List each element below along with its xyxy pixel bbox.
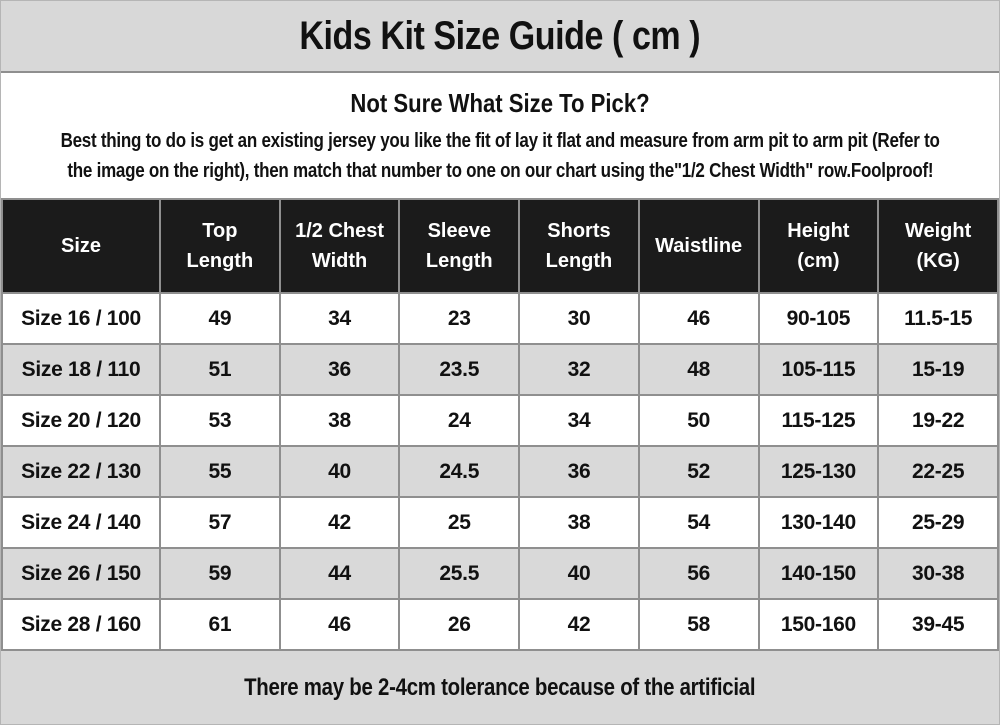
size-label-cell: Size 22 / 130 [1, 445, 161, 498]
measurement-cell: 40 [278, 445, 401, 498]
column-header: 1/2 Chest Width [278, 198, 401, 294]
header-row: Size Top Length 1/2 Chest Width Sleeve Leng… [1, 198, 999, 294]
measurement-cell: 53 [159, 394, 281, 447]
measurement-cell: 115-125 [757, 394, 880, 447]
size-label-cell: Size 24 / 140 [1, 496, 161, 549]
column-header: Waistline [637, 198, 760, 294]
measurement-cell: 140-150 [757, 547, 880, 600]
measurement-cell: 30-38 [877, 547, 999, 600]
measurement-cell: 61 [159, 598, 281, 651]
size-label-cell: Size 18 / 110 [1, 343, 161, 396]
table-row: Size 24 / 140 57 42 25 38 54 130-140 25-29 [1, 496, 999, 549]
measurement-cell: 34 [278, 292, 401, 345]
measurement-cell: 25-29 [877, 496, 999, 549]
measurement-cell: 36 [518, 445, 640, 498]
measurement-cell: 23.5 [398, 343, 521, 396]
table-row: Size 26 / 150 59 44 25.5 40 56 140-150 30-38 [1, 547, 999, 600]
measurement-cell: 50 [637, 394, 760, 447]
measurement-cell: 42 [518, 598, 640, 651]
measurement-cell: 39-45 [877, 598, 999, 651]
measurement-cell: 15-19 [877, 343, 999, 396]
table-row: Size 20 / 120 53 38 24 34 50 115-125 19-22 [1, 394, 999, 447]
intro-heading: Not Sure What Size To Pick? [350, 87, 650, 118]
measurement-cell: 26 [398, 598, 521, 651]
column-header: Sleeve Length [398, 198, 521, 294]
measurement-cell: 59 [159, 547, 281, 600]
footer-note-bar: There may be 2-4cm tolerance because of … [1, 651, 999, 724]
table-row: Size 28 / 160 61 46 26 42 58 150-160 39-45 [1, 598, 999, 651]
measurement-cell: 24.5 [398, 445, 521, 498]
column-header: Weight (KG) [877, 198, 999, 294]
measurement-cell: 130-140 [757, 496, 880, 549]
title-bar: Kids Kit Size Guide ( cm ) [1, 1, 999, 73]
column-header: Height (cm) [757, 198, 880, 294]
size-label-cell: Size 28 / 160 [1, 598, 161, 651]
measurement-cell: 42 [278, 496, 401, 549]
measurement-cell: 11.5-15 [877, 292, 999, 345]
intro-section: Not Sure What Size To Pick? Best thing t… [1, 73, 999, 198]
measurement-cell: 36 [278, 343, 401, 396]
measurement-cell: 48 [637, 343, 760, 396]
measurement-cell: 49 [159, 292, 281, 345]
measurement-cell: 24 [398, 394, 521, 447]
measurement-cell: 56 [637, 547, 760, 600]
size-table-header: Size Top Length 1/2 Chest Width Sleeve Leng… [1, 198, 999, 294]
measurement-cell: 25 [398, 496, 521, 549]
measurement-cell: 22-25 [877, 445, 999, 498]
measurement-cell: 19-22 [877, 394, 999, 447]
measurement-cell: 32 [518, 343, 640, 396]
measurement-cell: 57 [159, 496, 281, 549]
measurement-cell: 52 [637, 445, 760, 498]
measurement-cell: 34 [518, 394, 640, 447]
measurement-cell: 105-115 [757, 343, 880, 396]
measurement-cell: 125-130 [757, 445, 880, 498]
measurement-cell: 44 [278, 547, 401, 600]
measurement-cell: 40 [518, 547, 640, 600]
measurement-cell: 51 [159, 343, 281, 396]
measurement-cell: 150-160 [757, 598, 880, 651]
size-table-body: Size 16 / 100 49 34 23 30 46 90-105 11.5-15 Size… [1, 292, 999, 651]
table-row: Size 18 / 110 51 36 23.5 32 48 105-115 15-19 [1, 343, 999, 396]
column-header: Top Length [159, 198, 281, 294]
table-row: Size 22 / 130 55 40 24.5 36 52 125-130 22-25 [1, 445, 999, 498]
measurement-cell: 58 [637, 598, 760, 651]
size-label-cell: Size 26 / 150 [1, 547, 161, 600]
measurement-cell: 55 [159, 445, 281, 498]
measurement-cell: 90-105 [757, 292, 880, 345]
size-label-cell: Size 20 / 120 [1, 394, 161, 447]
measurement-cell: 38 [278, 394, 401, 447]
column-header: Size [1, 198, 161, 294]
page-title: Kids Kit Size Guide ( cm ) [299, 13, 701, 58]
size-table: Size Top Length 1/2 Chest Width Sleeve Leng… [1, 198, 999, 651]
measurement-cell: 54 [637, 496, 760, 549]
footer-note: There may be 2-4cm tolerance because of … [244, 673, 756, 701]
measurement-cell: 30 [518, 292, 640, 345]
measurement-cell: 25.5 [398, 547, 521, 600]
measurement-cell: 23 [398, 292, 521, 345]
table-row: Size 16 / 100 49 34 23 30 46 90-105 11.5-15 [1, 292, 999, 345]
intro-body-line-1: Best thing to do is get an existing jers… [60, 129, 940, 152]
intro-body-line-2: the image on the right), then match that… [67, 159, 933, 182]
column-header: Shorts Length [518, 198, 640, 294]
measurement-cell: 46 [278, 598, 401, 651]
measurement-cell: 38 [518, 496, 640, 549]
size-label-cell: Size 16 / 100 [1, 292, 161, 345]
measurement-cell: 46 [637, 292, 760, 345]
